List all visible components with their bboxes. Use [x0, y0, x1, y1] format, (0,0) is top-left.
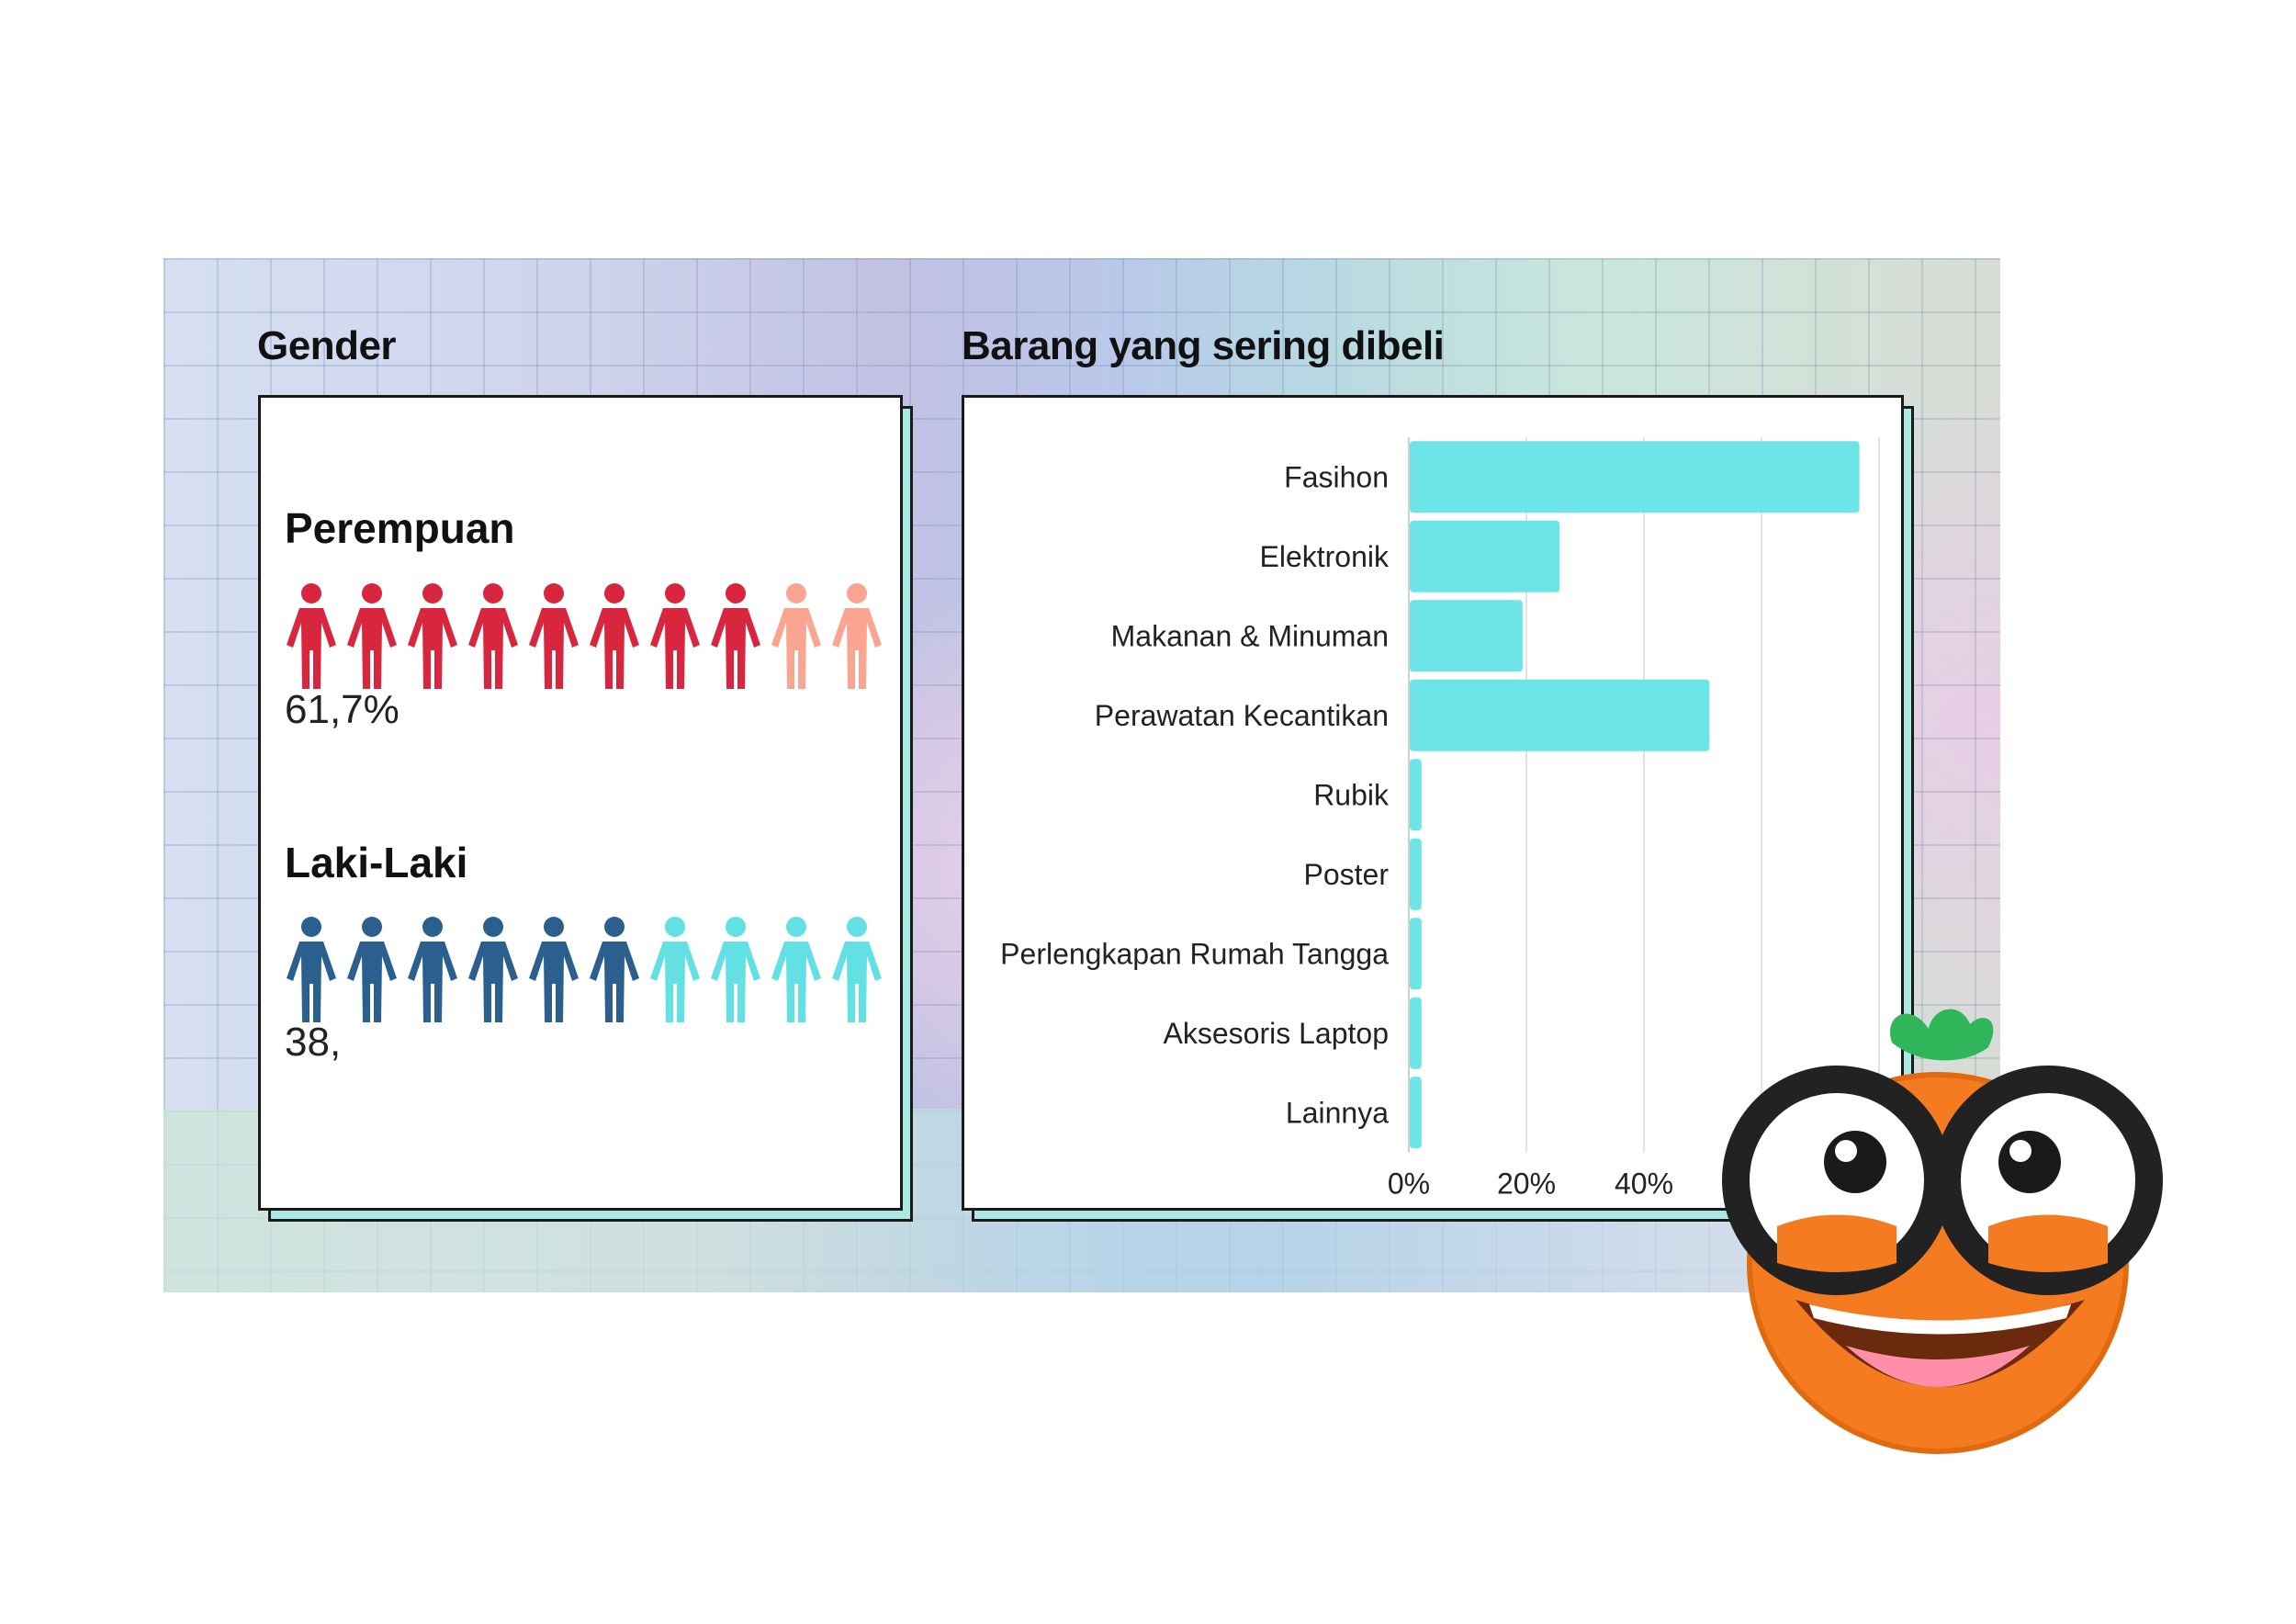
- male-person-icon-6: [590, 917, 639, 1022]
- bar-3: [1410, 600, 1523, 672]
- female-person-icon-2: [347, 583, 397, 689]
- male-person-icon-8: [711, 917, 760, 1022]
- female-person-icon-9: [771, 583, 821, 689]
- female-person-icon-1: [287, 583, 336, 689]
- male-person-icon-9: [771, 917, 821, 1022]
- female-person-icon-7: [650, 583, 700, 689]
- female-pictogram: [281, 582, 887, 691]
- female-person-icon-6: [590, 583, 639, 689]
- orange-mascot-with-glasses-icon: [1722, 1009, 2163, 1454]
- category-label-9: Lainnya: [1286, 1096, 1389, 1129]
- female-value: 61,7%: [285, 687, 400, 732]
- female-label: Perempuan: [285, 504, 515, 552]
- gender-heading: Gender: [257, 323, 397, 368]
- bar-5: [1410, 759, 1422, 831]
- bar-7: [1410, 918, 1422, 990]
- female-person-icon-4: [468, 583, 518, 689]
- category-label-6: Poster: [1304, 858, 1390, 891]
- male-person-icon-5: [529, 917, 579, 1022]
- category-label-3: Makanan & Minuman: [1111, 619, 1389, 652]
- bar-2: [1410, 520, 1560, 592]
- male-person-icon-2: [347, 917, 397, 1022]
- female-person-icon-3: [408, 583, 457, 689]
- bar-1: [1410, 441, 1860, 513]
- category-label-5: Rubik: [1313, 778, 1390, 811]
- female-person-icon-8: [711, 583, 760, 689]
- female-person-icon-5: [529, 583, 579, 689]
- category-label-7: Perlengkapan Rumah Tangga: [1000, 937, 1389, 970]
- items-heading: Barang yang sering dibeli: [962, 323, 1445, 368]
- male-person-icon-1: [287, 917, 336, 1022]
- category-label-2: Elektronik: [1260, 540, 1390, 573]
- x-tick-label-2: 20%: [1497, 1167, 1556, 1201]
- bar-4: [1410, 679, 1710, 751]
- male-label: Laki-Laki: [285, 839, 468, 886]
- male-person-icon-10: [832, 917, 882, 1022]
- male-person-icon-7: [650, 917, 700, 1022]
- bar-8: [1410, 997, 1422, 1069]
- gender-panel: [258, 395, 903, 1211]
- bar-9: [1410, 1077, 1422, 1149]
- category-label-4: Perawatan Kecantikan: [1095, 699, 1389, 732]
- category-label-1: Fasihon: [1284, 460, 1389, 493]
- x-tick-label-3: 40%: [1615, 1167, 1673, 1201]
- male-person-icon-4: [468, 917, 518, 1022]
- bar-chart: Fasihon Elektronik Makanan & Minuman Perawa…: [1000, 437, 1880, 1201]
- male-pictogram: [281, 916, 887, 1024]
- category-label-8: Aksesoris Laptop: [1164, 1017, 1389, 1050]
- bar-6: [1410, 838, 1422, 910]
- male-value: 38,: [285, 1020, 342, 1065]
- male-person-icon-3: [408, 917, 457, 1022]
- x-tick-label-1: 0%: [1388, 1167, 1430, 1201]
- female-person-icon-10: [832, 583, 882, 689]
